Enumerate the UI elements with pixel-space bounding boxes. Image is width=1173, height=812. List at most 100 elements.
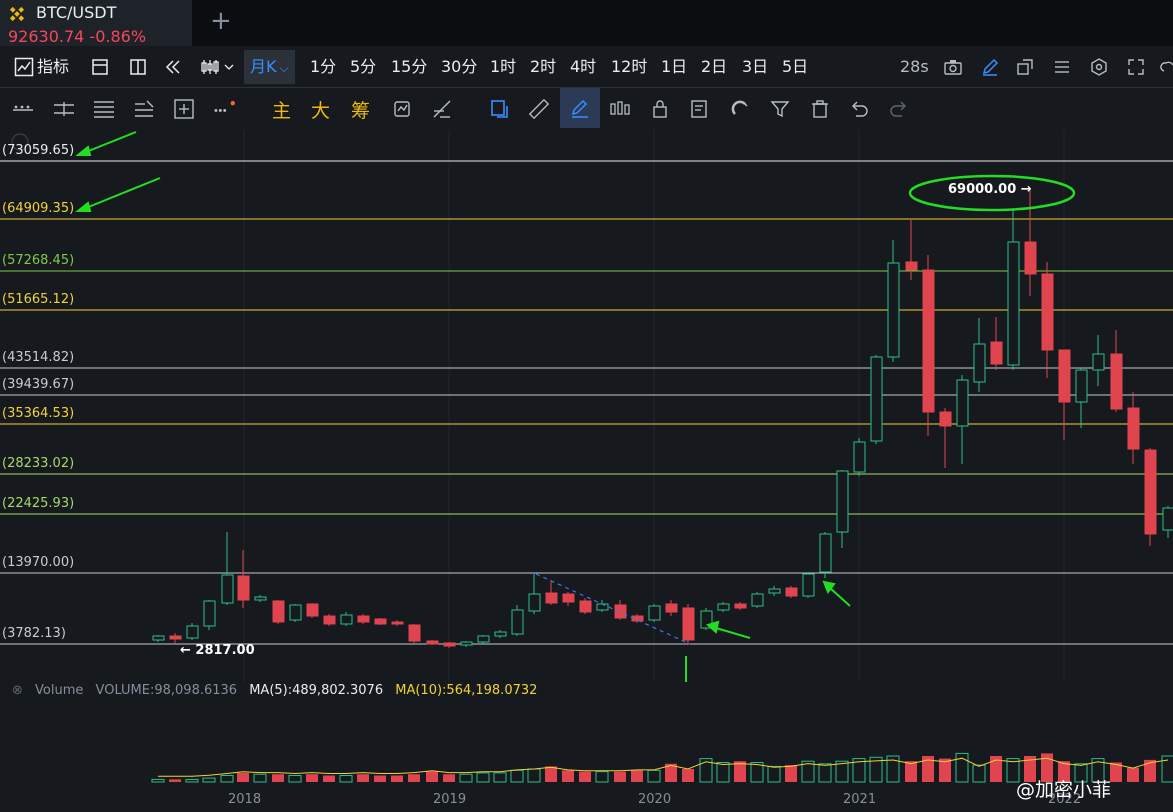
lock-icon[interactable]: [649, 98, 671, 120]
chip-distribution-tool[interactable]: 筹: [351, 100, 371, 122]
volume-bar: [220, 775, 234, 783]
trend-lines-icon[interactable]: [133, 98, 155, 120]
candle-body: [631, 615, 644, 622]
volume-bar: [288, 775, 302, 783]
candles-tool-icon[interactable]: [609, 98, 631, 120]
volume-bar: [869, 756, 883, 783]
interval-2d[interactable]: 2日: [701, 57, 728, 76]
filter-icon[interactable]: [769, 98, 791, 120]
more-icon[interactable]: [213, 98, 235, 120]
popout-icon[interactable]: [1015, 57, 1035, 77]
draw-tool-active-icon[interactable]: [569, 98, 591, 120]
volume-bar: [1091, 758, 1105, 783]
interval-1m[interactable]: 1分: [310, 57, 337, 76]
volume-bar: [272, 774, 284, 782]
candle-body: [1007, 241, 1020, 366]
candle-body: [340, 614, 353, 625]
trash-icon[interactable]: [809, 98, 831, 120]
candle-body: [306, 603, 319, 617]
chart-canvas[interactable]: 69000.00 → ← 2817.00: [0, 130, 1173, 682]
x-axis-label: 2018: [228, 792, 262, 807]
add-indicator-icon[interactable]: [173, 98, 195, 120]
interval-1d[interactable]: 1日: [661, 57, 688, 76]
interval-5d[interactable]: 5日: [782, 57, 809, 76]
magnet-tool-icon[interactable]: [431, 98, 453, 120]
candle-body: [990, 341, 1003, 365]
interval-3d[interactable]: 3日: [742, 57, 769, 76]
layers-icon[interactable]: [489, 98, 511, 120]
price-level-label: (73059.65): [2, 143, 75, 158]
cloud-icon[interactable]: [1160, 57, 1173, 77]
candle-body: [477, 635, 490, 643]
candle-body: [665, 603, 678, 613]
price-level-label: (35364.53): [2, 406, 75, 421]
volume-bar: [1161, 755, 1173, 783]
interval-4h[interactable]: 4时: [570, 57, 597, 76]
magnet-icon[interactable]: [729, 98, 751, 120]
notes-icon[interactable]: [689, 98, 711, 120]
redo-icon[interactable]: [888, 98, 910, 120]
refresh-countdown: 28s: [900, 57, 929, 76]
price-level-label: (22425.93): [2, 496, 75, 511]
interval-30m[interactable]: 30分: [441, 57, 478, 76]
horizontal-ray-icon[interactable]: [12, 98, 34, 120]
interval-12h[interactable]: 12时: [611, 57, 648, 76]
candle-body: [152, 635, 165, 641]
candle-type-dropdown-icon[interactable]: [200, 57, 236, 77]
pencil-icon[interactable]: [980, 57, 1000, 77]
x-axis-label: 2022: [1048, 792, 1082, 807]
watermark: @加密小菲: [1016, 779, 1112, 801]
candle-body: [528, 593, 541, 612]
settings-hexagon-icon[interactable]: [1089, 57, 1109, 77]
indicator-chart-icon[interactable]: [14, 57, 34, 77]
candle-body: [596, 603, 609, 611]
volume-bar: [631, 770, 643, 782]
symbol-tab[interactable]: BTC/USDT 92630.74 -0.86%: [0, 0, 192, 46]
volume-ma-line: [158, 757, 1169, 777]
volume-bar: [253, 773, 267, 783]
price-level-lines[interactable]: [0, 160, 1173, 645]
x-axis-label: 2019: [433, 792, 467, 807]
split-layout-icon[interactable]: [128, 57, 148, 77]
sync-drawing-icon[interactable]: [391, 98, 413, 120]
interval-5m[interactable]: 5分: [350, 57, 377, 76]
volume-pane[interactable]: ⊗ Volume VOLUME:98,098.6136 MA(5):489,80…: [0, 682, 1173, 812]
collapse-icon[interactable]: [11, 133, 29, 151]
volume-ma10: MA(10):564,198.0732: [395, 683, 538, 698]
interval-1h[interactable]: 1时: [490, 57, 517, 76]
volume-bar: [886, 755, 900, 783]
replay-icon[interactable]: [163, 57, 183, 77]
interval-15m[interactable]: 15分: [391, 57, 428, 76]
price-level-label: (28233.02): [2, 456, 75, 471]
candle-body: [648, 605, 661, 621]
volume-bar: [527, 768, 541, 783]
volume-bar: [339, 775, 353, 783]
ruler-icon[interactable]: [528, 98, 550, 120]
camera-icon[interactable]: [943, 57, 963, 77]
candle-body: [1110, 353, 1123, 410]
volume-bar: [1058, 761, 1070, 782]
fib-lines-icon[interactable]: [93, 98, 115, 120]
price-level-label: (64909.35): [2, 201, 75, 216]
indicators-button[interactable]: 指标: [37, 57, 70, 76]
layout-icon[interactable]: [90, 57, 110, 77]
big-order-tool[interactable]: 大: [311, 100, 331, 122]
volume-bar: [801, 760, 815, 783]
collapse-volume-icon[interactable]: ⊗: [12, 683, 23, 698]
undo-icon[interactable]: [848, 98, 870, 120]
candle-body: [836, 470, 849, 533]
fullscreen-icon[interactable]: [1126, 57, 1146, 77]
candle-body: [1075, 369, 1088, 403]
candles: [152, 190, 1173, 648]
volume-bar: [408, 774, 420, 782]
plus-icon[interactable]: +: [210, 6, 232, 36]
interval-monthly-button[interactable]: 月K ⌵: [244, 50, 295, 84]
interval-2h[interactable]: 2时: [530, 57, 557, 76]
price-level-label: (39439.67): [2, 377, 75, 392]
parallel-lines-icon[interactable]: [53, 98, 75, 120]
active-tool-highlight: [560, 88, 600, 128]
candle-body: [682, 607, 695, 641]
candlestick-chart[interactable]: 69000.00 → ← 2817.00 (73059.65) (64909.35…: [0, 130, 1173, 682]
main-force-tool[interactable]: 主: [272, 100, 292, 122]
list-settings-icon[interactable]: [1052, 57, 1072, 77]
